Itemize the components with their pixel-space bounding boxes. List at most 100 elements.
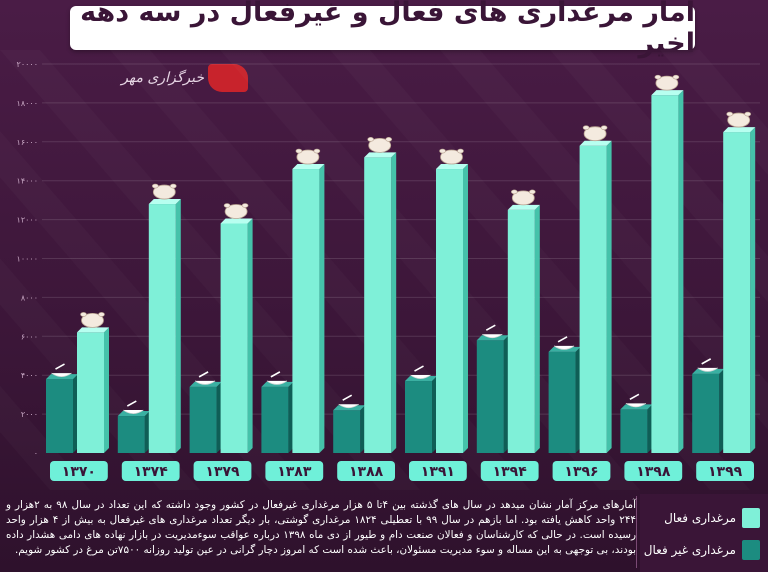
title-banner: آمار مرغداری های فعال و غیرفعال در سه ده… xyxy=(70,0,695,59)
year-badge xyxy=(337,461,395,481)
chicken-leg-icon xyxy=(582,125,590,130)
y-tick-label: ۲۰۰۰۰ xyxy=(17,60,38,69)
bar-inactive-side xyxy=(73,374,78,453)
x-tick-label: ۱۳۹۴ xyxy=(493,464,528,480)
bar-inactive-side xyxy=(719,368,725,453)
legend-label-active: مرغداری فعال xyxy=(664,511,736,525)
empty-plate-icon xyxy=(482,333,503,339)
chicken-leg-icon xyxy=(98,312,105,317)
x-tick-label: ۱۳۷۰ xyxy=(62,464,96,480)
chicken-icon xyxy=(655,75,679,91)
empty-plate-icon xyxy=(338,403,359,409)
x-tick-label: ۱۳۹۹ xyxy=(708,464,743,480)
knife-icon xyxy=(270,371,281,378)
bar-inactive xyxy=(405,381,432,453)
bar-inactive xyxy=(117,416,145,453)
chicken-leg-icon xyxy=(313,148,321,154)
bar-inactive xyxy=(692,373,720,453)
bar-active-top xyxy=(148,199,181,205)
chicken-leg-icon xyxy=(80,312,87,317)
chicken-leg-icon xyxy=(439,148,446,154)
bar-active-side xyxy=(247,218,253,453)
year-badge xyxy=(409,461,467,481)
knife-icon xyxy=(126,400,137,407)
bar-inactive xyxy=(548,351,576,453)
legend-item-active: مرغداری فعال xyxy=(664,508,760,528)
chicken-leg-icon xyxy=(600,125,608,130)
bar-active xyxy=(723,132,751,453)
knife-icon xyxy=(414,365,424,372)
chicken-icon xyxy=(368,137,392,153)
year-badge xyxy=(480,461,539,481)
mehr-logo-icon xyxy=(208,64,248,92)
legend-label-inactive: مرغداری غیر فعال xyxy=(643,543,736,557)
knife-icon xyxy=(342,394,353,401)
chicken-leg-icon xyxy=(672,74,680,80)
chicken-icon xyxy=(81,313,104,328)
bar-inactive xyxy=(620,409,648,453)
inactive-box-icon xyxy=(742,540,760,560)
chicken-leg-icon xyxy=(744,111,752,117)
knife-icon xyxy=(701,358,712,365)
bar-active-side xyxy=(391,152,397,454)
empty-plate-icon xyxy=(697,367,718,372)
y-tick-label: ۰ xyxy=(34,449,38,458)
description-text: آمارهای مرکز آمار نشان میدهد در سال های … xyxy=(6,499,636,556)
bar-inactive-side xyxy=(503,335,509,453)
bar-active-top xyxy=(364,152,397,158)
chicken-leg-icon xyxy=(170,183,177,189)
year-badge xyxy=(696,461,754,481)
chicken-leg-icon xyxy=(367,137,375,142)
x-tick-label: ۱۳۸۳ xyxy=(277,464,312,480)
bar-inactive xyxy=(333,410,361,453)
chicken-leg-icon xyxy=(457,148,464,154)
bar-active xyxy=(220,223,248,453)
bar-active xyxy=(651,95,679,453)
bar-active xyxy=(292,169,320,453)
year-badge xyxy=(193,461,252,481)
chicken-icon xyxy=(440,149,463,165)
bar-chart: ۰ ۲۰۰۰ ۴۰۰۰ ۶۰۰۰ ۸۰۰۰ ۱۰۰۰۰ ۱۲۰۰۰ ۱۴۰۰۰ ۱۶۰۰۰ ۱۸۰… xyxy=(17,60,760,481)
chicken-leg-icon xyxy=(223,203,231,208)
x-tick-label: ۱۳۷۴ xyxy=(134,464,169,480)
year-badge xyxy=(624,461,683,481)
year-badge xyxy=(552,461,611,481)
divider xyxy=(636,496,637,568)
bar-active xyxy=(507,209,535,453)
empty-plate-icon xyxy=(123,409,144,414)
knife-icon xyxy=(557,336,568,343)
bar-active xyxy=(77,332,104,453)
x-tick-label: ۱۳۷۹ xyxy=(205,464,240,480)
news-agency-logo: خبرگزاری مهر xyxy=(88,62,248,98)
bar-active xyxy=(364,157,392,454)
chicken-icon xyxy=(152,184,176,200)
year-badge xyxy=(265,461,324,481)
bar-inactive xyxy=(476,340,504,453)
chicken-leg-icon xyxy=(295,148,303,154)
knife-icon xyxy=(55,363,65,370)
bar-active-side xyxy=(606,140,612,453)
x-tick-label: ۱۳۹۶ xyxy=(564,464,598,480)
chicken-leg-icon xyxy=(528,189,536,195)
knife-icon xyxy=(485,324,496,331)
chicken-icon xyxy=(224,204,248,219)
chicken-icon xyxy=(583,126,607,142)
bar-inactive-side xyxy=(647,404,653,453)
x-tick-label: ۱۳۸۸ xyxy=(349,464,384,480)
bar-inactive xyxy=(46,379,73,453)
empty-plate-icon xyxy=(266,380,288,385)
bar-active-top xyxy=(436,164,468,170)
bar-inactive-side xyxy=(575,346,581,453)
y-tick-label: ۱۲۰۰۰ xyxy=(17,216,38,225)
chicken-icon xyxy=(511,190,535,206)
bar-active-side xyxy=(534,204,540,453)
bar-active-top xyxy=(77,327,109,333)
empty-plate-icon xyxy=(51,372,72,377)
y-tick-label: ۱۶۰۰۰ xyxy=(17,138,38,147)
bar-active-side xyxy=(463,164,468,453)
chicken-leg-icon xyxy=(654,74,662,80)
year-badge xyxy=(121,461,180,481)
y-tick-label: ۸۰۰۰ xyxy=(21,293,38,302)
knife-icon xyxy=(198,371,209,378)
